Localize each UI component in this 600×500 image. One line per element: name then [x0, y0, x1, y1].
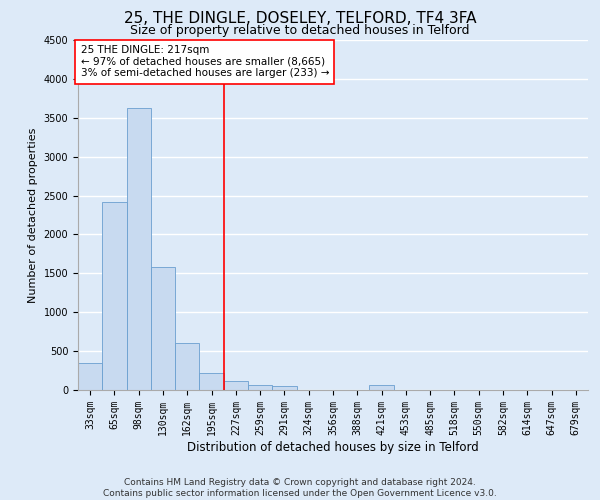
Bar [102, 202, 127, 390]
Text: 25, THE DINGLE, DOSELEY, TELFORD, TF4 3FA: 25, THE DINGLE, DOSELEY, TELFORD, TF4 3F… [124, 11, 476, 26]
Bar [224, 382, 248, 390]
Bar [151, 267, 175, 390]
Bar [248, 384, 272, 390]
X-axis label: Distribution of detached houses by size in Telford: Distribution of detached houses by size … [187, 440, 479, 454]
Y-axis label: Number of detached properties: Number of detached properties [28, 128, 38, 302]
Bar [78, 363, 102, 390]
Bar [127, 108, 151, 390]
Bar [175, 344, 199, 390]
Bar [199, 373, 224, 390]
Bar [370, 386, 394, 390]
Text: 25 THE DINGLE: 217sqm
← 97% of detached houses are smaller (8,665)
3% of semi-de: 25 THE DINGLE: 217sqm ← 97% of detached … [80, 46, 329, 78]
Text: Size of property relative to detached houses in Telford: Size of property relative to detached ho… [130, 24, 470, 37]
Bar [272, 386, 296, 390]
Text: Contains HM Land Registry data © Crown copyright and database right 2024.
Contai: Contains HM Land Registry data © Crown c… [103, 478, 497, 498]
